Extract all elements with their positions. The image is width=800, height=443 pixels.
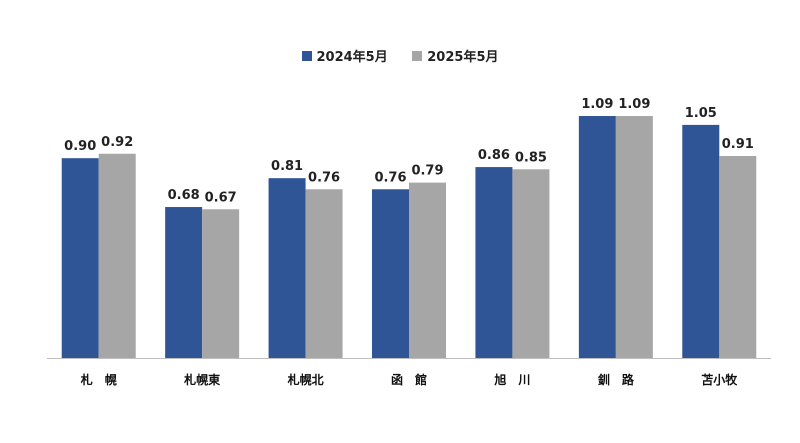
bar-2025-4 bbox=[512, 169, 550, 358]
bar-2024-6 bbox=[682, 124, 720, 359]
legend-swatch-2024 bbox=[301, 50, 312, 61]
data-label-2024-0: 0.90 bbox=[64, 139, 96, 154]
data-label-2024-5: 1.09 bbox=[581, 97, 613, 112]
data-label-2025-0: 0.92 bbox=[101, 135, 133, 150]
category-label-4: 旭 川 bbox=[493, 372, 530, 387]
bar-2024-1 bbox=[165, 207, 203, 358]
bar-2024-5 bbox=[578, 116, 616, 359]
legend-item-2025: 2025年5月 bbox=[412, 46, 499, 65]
bar-2025-0 bbox=[98, 153, 136, 358]
category-label-1: 札幌東 bbox=[183, 372, 220, 387]
data-label-2025-2: 0.76 bbox=[308, 170, 340, 185]
bar-2024-4 bbox=[475, 167, 513, 358]
chart-legend: 2024年5月 2025年5月 bbox=[0, 46, 800, 65]
category-label-5: 釧 路 bbox=[597, 372, 635, 387]
data-label-2025-5: 1.09 bbox=[618, 97, 650, 112]
legend-label-2025: 2025年5月 bbox=[427, 50, 499, 65]
data-label-2024-3: 0.76 bbox=[374, 170, 406, 185]
legend-swatch-2025 bbox=[412, 50, 423, 61]
data-label-2024-6: 1.05 bbox=[685, 106, 717, 121]
legend-item-2024: 2024年5月 bbox=[301, 46, 388, 65]
category-label-0: 札 幌 bbox=[80, 372, 117, 387]
data-label-2024-4: 0.86 bbox=[478, 148, 510, 163]
category-label-2: 札幌北 bbox=[287, 372, 324, 387]
category-label-6: 苫小牧 bbox=[701, 372, 738, 387]
category-label-3: 函 館 bbox=[391, 372, 427, 387]
bar-2025-1 bbox=[202, 209, 240, 358]
bar-2024-3 bbox=[372, 189, 409, 358]
bar-2024-0 bbox=[61, 158, 99, 358]
data-label-2025-6: 0.91 bbox=[722, 137, 754, 152]
bar-2025-2 bbox=[305, 189, 343, 358]
data-label-2024-2: 0.81 bbox=[271, 159, 303, 174]
bar-2024-2 bbox=[268, 178, 306, 358]
bar-2025-6 bbox=[719, 155, 757, 358]
data-label-2025-1: 0.67 bbox=[205, 190, 237, 205]
data-label-2025-3: 0.79 bbox=[411, 164, 443, 179]
data-label-2025-4: 0.85 bbox=[515, 150, 547, 165]
legend-label-2024: 2024年5月 bbox=[316, 50, 388, 65]
bar-2025-5 bbox=[615, 116, 653, 359]
data-label-2024-1: 0.68 bbox=[168, 188, 200, 203]
bar-2025-3 bbox=[409, 182, 446, 358]
